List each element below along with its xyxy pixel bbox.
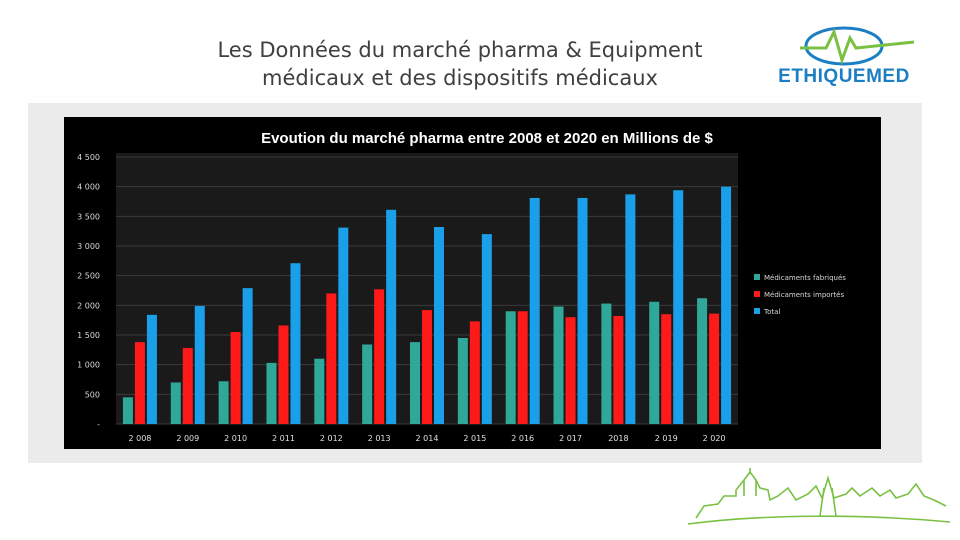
y-tick-label: 4 000 [77,183,100,192]
bar [673,190,684,424]
bar [422,310,432,424]
y-tick-label: 2 000 [77,301,100,310]
x-tick-label: 2 008 [128,434,151,443]
bar [242,288,253,424]
legend-label: Médicaments fabriqués [764,274,846,282]
bar [266,362,277,424]
bar [434,227,444,424]
legend-swatch [754,274,760,280]
bar [290,263,301,424]
slide-title-line-1: Les Données du marché pharma & Equipment [217,38,703,62]
legend-label: Médicaments importés [764,291,844,299]
x-tick-label: 2 016 [511,434,534,443]
legend-swatch [754,291,760,297]
y-tick-label: 1 500 [77,331,100,340]
bar [362,344,373,424]
x-tick-label: 2 015 [463,434,486,443]
bar [625,194,636,424]
slide-title: Les Données du marché pharma & Equipment… [150,36,770,92]
y-tick-label: 1 000 [77,361,100,370]
bar [410,342,420,424]
x-tick-label: 2018 [608,434,628,443]
bar [386,209,397,424]
bar [709,313,720,424]
y-tick-label: 3 500 [77,212,100,221]
bar [481,234,492,424]
bar [134,342,145,424]
bar [218,381,229,424]
heartbeat-logo-icon [800,26,915,66]
bar [182,348,193,424]
bar-chart: Evoution du marché pharma entre 2008 et … [77,130,846,443]
x-tick-label: 2 019 [655,434,678,443]
legend-label: Total [763,308,780,316]
ethiquemed-logo: ETHIQUEMED [764,20,924,100]
x-tick-label: 2 009 [176,434,199,443]
logo-text-med: MED [866,66,910,87]
bar [697,298,708,424]
x-tick-label: 2 010 [224,434,247,443]
bar [314,358,325,424]
chart-panel: Evoution du marché pharma entre 2008 et … [64,117,881,449]
bar [661,314,672,424]
bar [230,332,241,424]
slide-title-line-2: médicaux et des dispositifs médicaux [262,66,658,90]
bar [457,337,468,424]
bar [122,397,133,424]
y-tick-label: 500 [85,390,100,399]
bar [146,314,157,424]
legend-swatch [754,308,760,314]
bar [517,311,528,424]
bar [601,303,612,424]
y-tick-label: - [97,420,100,429]
x-tick-label: 2 011 [272,434,295,443]
bar [170,382,181,424]
bar [721,186,732,424]
bar [194,305,205,424]
bar [613,316,624,424]
logo-text: ETHIQUEMED [764,66,924,88]
x-tick-label: 2 012 [320,434,343,443]
bar [577,197,588,424]
y-tick-label: 2 500 [77,272,100,281]
y-tick-label: 3 000 [77,242,100,251]
x-tick-label: 2 013 [368,434,391,443]
bar [553,306,564,424]
bar [374,289,385,424]
bar [649,301,660,424]
bar [469,321,480,424]
bar [505,311,516,424]
x-tick-label: 2 014 [416,434,439,443]
bar [278,325,289,424]
x-tick-label: 2 017 [559,434,582,443]
bar [326,293,337,424]
y-tick-label: 4 500 [77,153,100,162]
bar [529,197,540,424]
logo-text-ethique: ETHIQUE [778,66,867,87]
bar [338,227,349,424]
x-tick-label: 2 020 [703,434,726,443]
city-skyline-icon [687,468,951,525]
bar [565,317,576,424]
chart-title: Evoution du marché pharma entre 2008 et … [261,130,713,147]
